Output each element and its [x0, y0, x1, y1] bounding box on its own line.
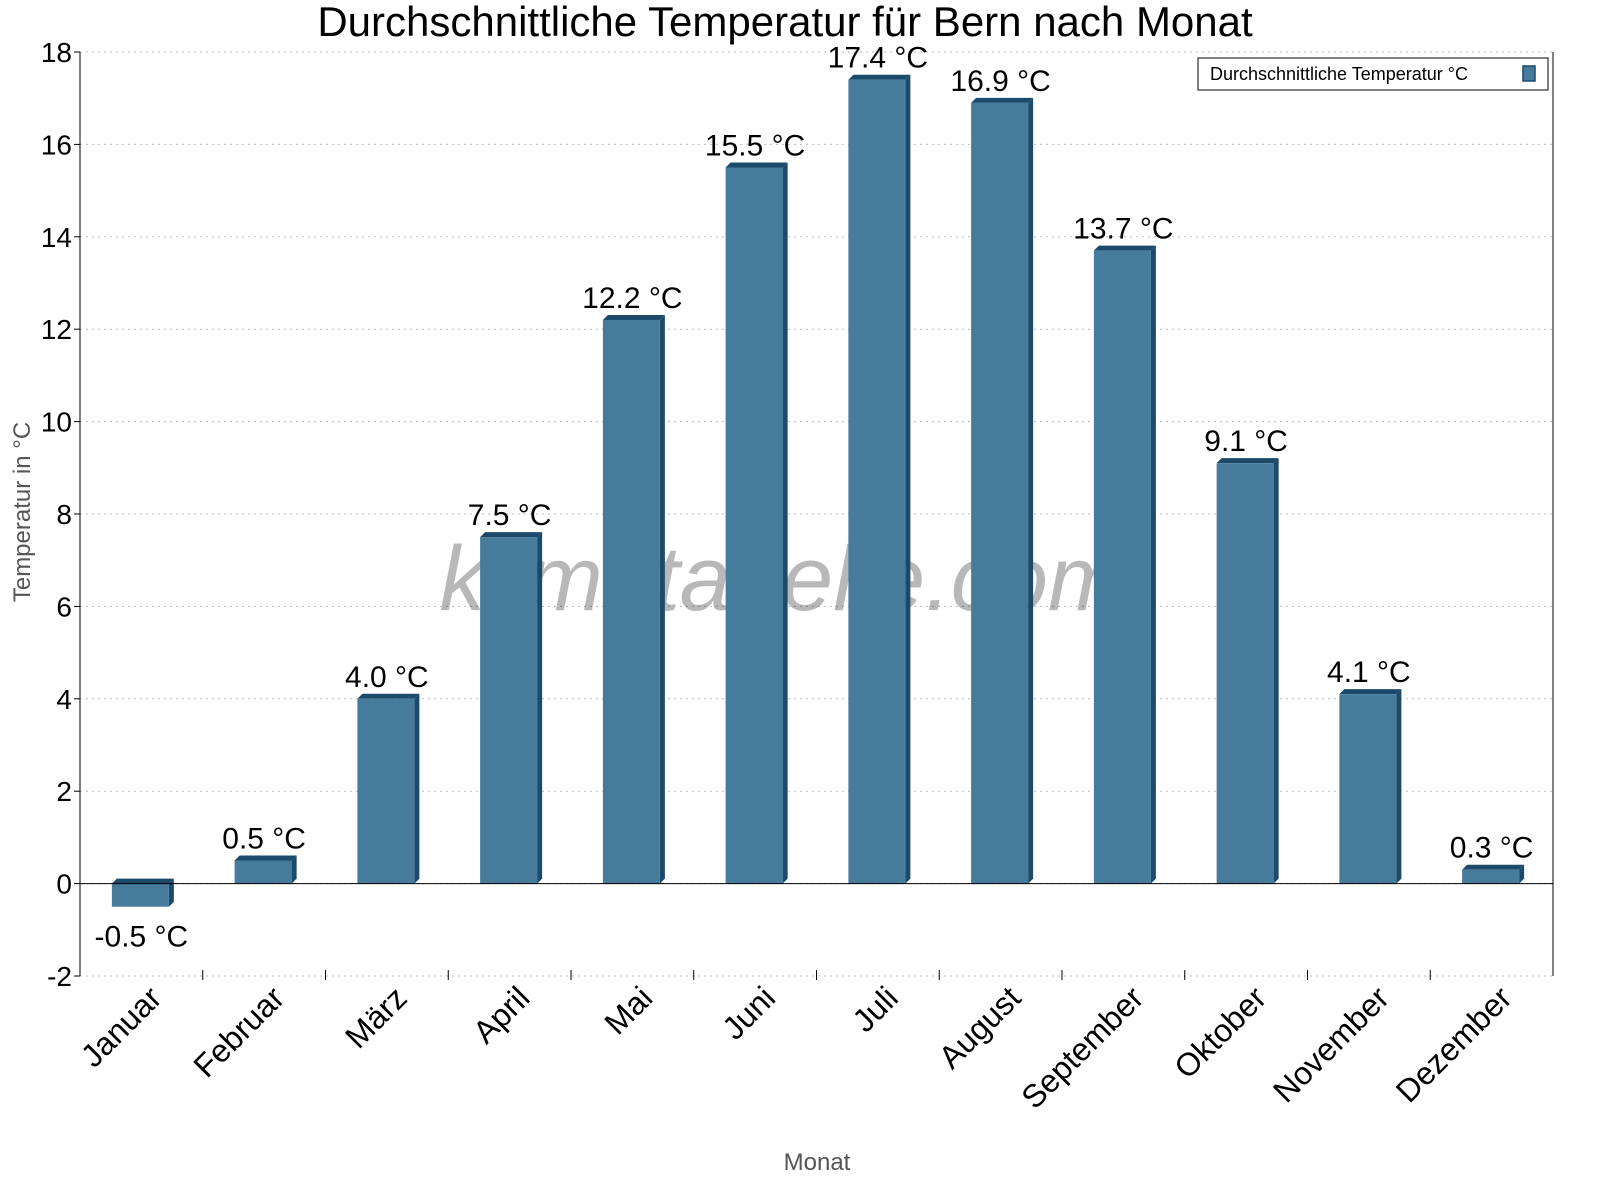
bar-dezember	[1462, 864, 1525, 884]
bar-face	[1462, 869, 1520, 884]
data-label: 15.5 °C	[705, 130, 805, 163]
x-tick-label: November	[1266, 979, 1396, 1109]
bar-side	[291, 855, 297, 884]
bars	[111, 74, 1525, 907]
bar-oktober	[1216, 458, 1279, 884]
y-tick-label: 0	[56, 869, 72, 900]
bar-face	[357, 698, 415, 884]
data-label: 4.1 °C	[1327, 656, 1411, 689]
bar-face	[1216, 463, 1274, 884]
bar-top	[1216, 458, 1279, 464]
bar-november	[1339, 689, 1402, 884]
x-tick-label: März	[338, 979, 414, 1055]
bar-side	[1519, 864, 1525, 884]
bar-side	[414, 693, 420, 884]
x-tick-label: August	[932, 979, 1028, 1075]
bar-märz	[357, 693, 420, 884]
bar-juli	[848, 74, 911, 884]
data-label: -0.5 °C	[95, 921, 189, 954]
bar-side	[1028, 97, 1034, 884]
x-tick-label: Januar	[74, 979, 169, 1074]
bar-top	[357, 693, 420, 699]
bar-top	[725, 162, 788, 168]
x-tick-label: Februar	[186, 979, 291, 1084]
bar-top	[848, 74, 911, 80]
bar-januar	[111, 878, 174, 907]
x-tick-label: Dezember	[1389, 979, 1519, 1109]
bar-side	[1396, 689, 1402, 884]
bar-juni	[725, 162, 788, 884]
bar-face	[1339, 694, 1397, 884]
bar-face	[111, 883, 169, 907]
bar-september	[1093, 245, 1156, 884]
legend-swatch	[1522, 65, 1536, 82]
data-label: 4.0 °C	[345, 661, 429, 694]
bar-side	[537, 532, 543, 884]
x-axis-label: Monat	[784, 1149, 851, 1176]
bar-top	[1093, 245, 1156, 251]
bar-side	[168, 878, 174, 907]
y-tick-label: -2	[47, 961, 72, 992]
y-tick-label: 6	[56, 591, 72, 622]
data-label: 9.1 °C	[1204, 425, 1288, 458]
bar-top	[1462, 864, 1525, 870]
data-label: 0.3 °C	[1450, 832, 1534, 865]
data-label: 12.2 °C	[582, 282, 682, 315]
bar-august	[971, 97, 1034, 884]
y-tick-label: 16	[41, 129, 72, 160]
bar-side	[1150, 245, 1156, 884]
x-tick-label: Oktober	[1167, 979, 1273, 1085]
y-tick-label: 14	[41, 222, 72, 253]
y-tick-label: 18	[41, 37, 72, 68]
x-tick-label: Juni	[715, 979, 782, 1046]
bar-top	[971, 97, 1034, 103]
bar-face	[602, 319, 660, 884]
bar-side	[905, 74, 911, 884]
bar-side	[1273, 458, 1279, 884]
bar-face	[234, 860, 292, 884]
chart-title: Durchschnittliche Temperatur für Bern na…	[317, 0, 1253, 45]
bar-top	[234, 855, 297, 861]
data-label: 13.7 °C	[1073, 213, 1173, 246]
x-tick-label: September	[1014, 979, 1150, 1115]
legend: Durchschnittliche Temperatur °C	[1197, 57, 1549, 91]
bar-top	[1339, 689, 1402, 695]
data-label: 0.5 °C	[222, 823, 306, 856]
bar-top	[111, 878, 174, 884]
bar-face	[1093, 250, 1151, 884]
bar-top	[602, 314, 665, 320]
bar-februar	[234, 855, 297, 884]
bar-top	[480, 532, 543, 538]
bar-face	[848, 79, 906, 884]
y-tick-label: 4	[56, 684, 72, 715]
bar-side	[782, 162, 788, 884]
y-tick-label: 2	[56, 776, 72, 807]
y-axis-label: Temperatur in °C	[9, 422, 36, 602]
bar-face	[971, 102, 1029, 884]
legend-box	[1197, 57, 1549, 91]
x-tick-label: Mai	[597, 979, 659, 1041]
data-label: 16.9 °C	[950, 65, 1050, 98]
x-tick-label: April	[466, 979, 537, 1050]
y-tick-label: 10	[41, 407, 72, 438]
bar-face	[480, 537, 538, 884]
y-tick-label: 12	[41, 314, 72, 345]
legend-label: Durchschnittliche Temperatur °C	[1210, 64, 1468, 84]
bar-mai	[602, 314, 665, 884]
bar-side	[659, 314, 665, 884]
data-label: 7.5 °C	[468, 499, 552, 532]
data-label: 17.4 °C	[828, 42, 928, 75]
bar-april	[480, 532, 543, 884]
y-tick-label: 8	[56, 499, 72, 530]
x-tick-label: Juli	[845, 979, 904, 1038]
bar-face	[725, 167, 783, 884]
